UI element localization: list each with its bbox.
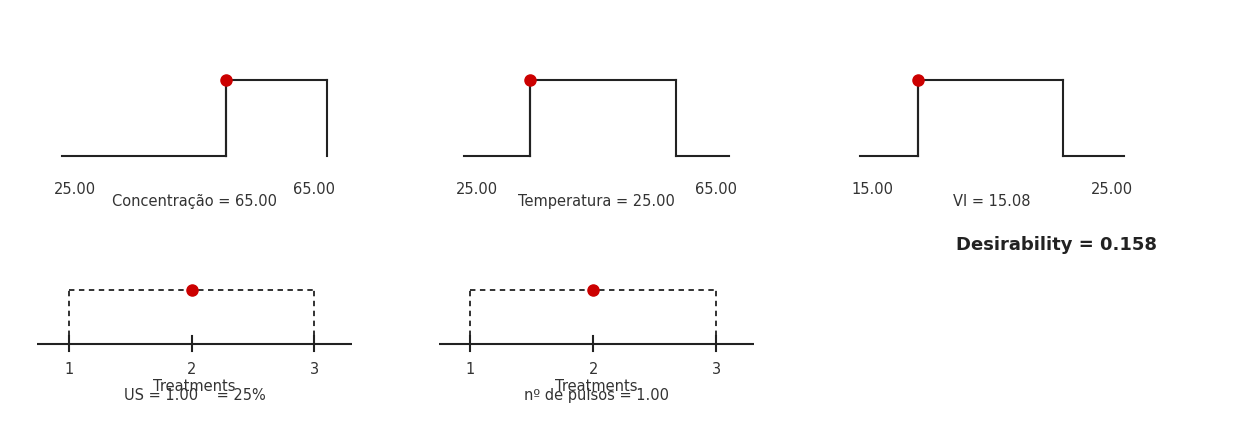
Text: 1: 1 [466,362,475,377]
Text: 15.00: 15.00 [852,182,894,197]
Text: US = 1.00    = 25%: US = 1.00 = 25% [124,388,266,403]
Text: Desirability = 0.158: Desirability = 0.158 [957,236,1157,254]
Text: 65.00: 65.00 [695,182,737,197]
Text: nº de pulsos = 1.00: nº de pulsos = 1.00 [524,388,669,403]
Text: Temperatura = 25.00: Temperatura = 25.00 [518,194,675,209]
Text: 25.00: 25.00 [54,182,96,197]
Text: 2: 2 [187,362,197,377]
Text: VI = 15.08: VI = 15.08 [953,194,1031,209]
Text: 3: 3 [712,362,721,377]
Text: 65.00: 65.00 [293,182,335,197]
Text: 25.00: 25.00 [456,182,498,197]
Text: Treatments: Treatments [555,379,638,394]
Text: 25.00: 25.00 [1090,182,1132,197]
Text: 3: 3 [310,362,319,377]
Text: Treatments: Treatments [153,379,236,394]
Text: 1: 1 [64,362,73,377]
Text: Concentração = 65.00: Concentração = 65.00 [112,194,277,209]
Text: 2: 2 [588,362,598,377]
